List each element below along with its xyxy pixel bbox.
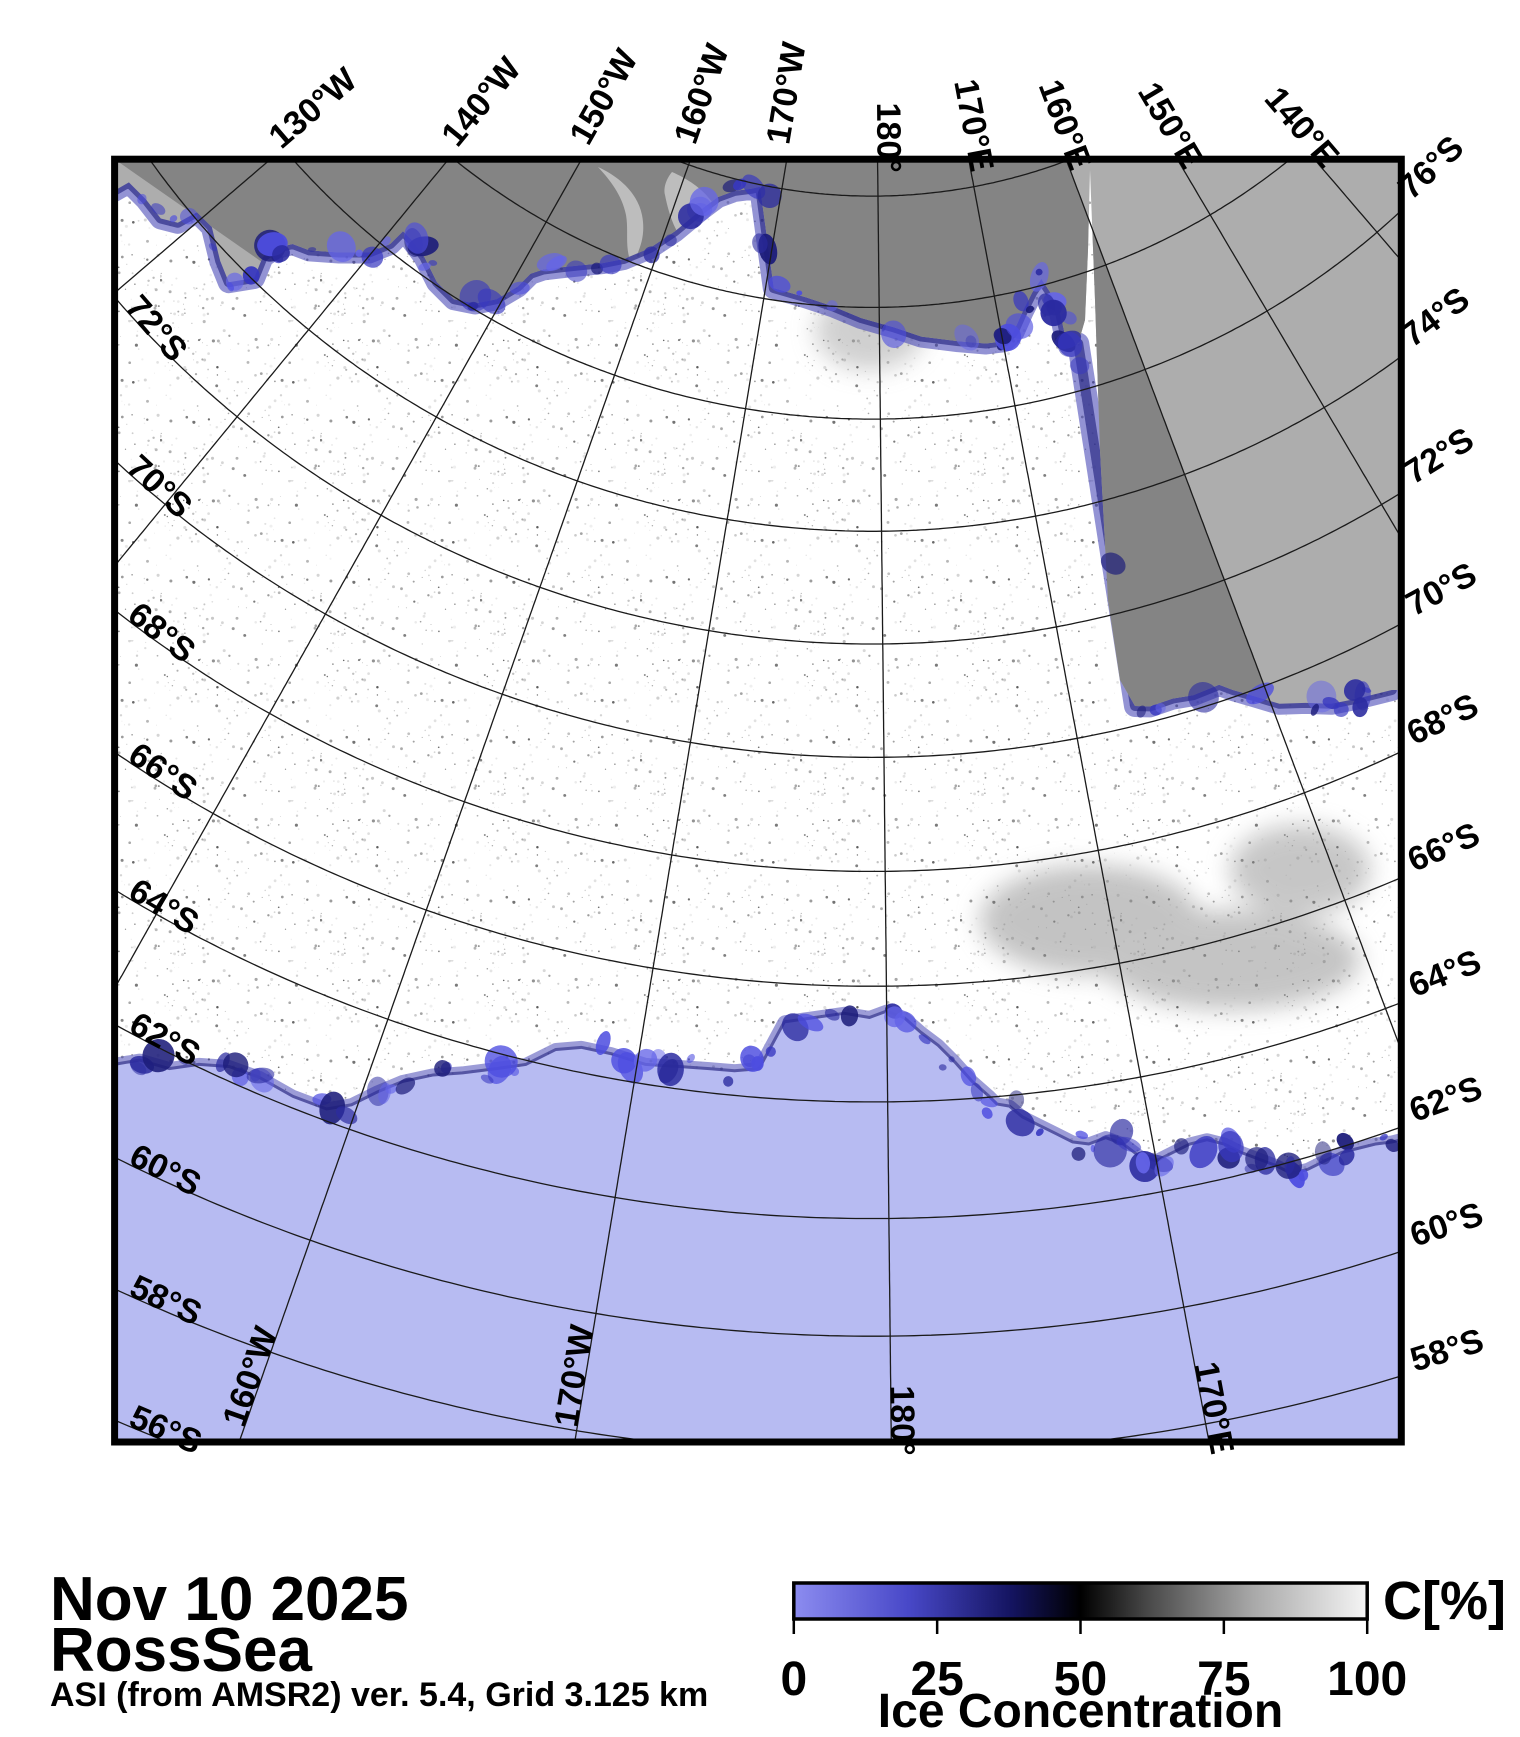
svg-text:140°W: 140°W [434, 50, 529, 154]
svg-text:160°W: 160°W [667, 38, 737, 148]
svg-text:Ice Concentration: Ice Concentration [878, 1685, 1283, 1737]
svg-text:170°W: 170°W [759, 39, 813, 147]
svg-text:150°W: 150°W [562, 42, 646, 151]
svg-text:100: 100 [1327, 1653, 1407, 1706]
svg-text:62°S: 62°S [1405, 1069, 1488, 1130]
svg-text:72°S: 72°S [1398, 420, 1481, 491]
svg-text:60°S: 60°S [1406, 1195, 1488, 1254]
svg-text:64°S: 64°S [1404, 943, 1487, 1005]
svg-text:130°W: 130°W [262, 60, 365, 156]
svg-text:74°S: 74°S [1395, 280, 1477, 355]
svg-text:0: 0 [780, 1653, 807, 1706]
svg-text:C[%]: C[%] [1383, 1571, 1506, 1631]
svg-text:70°S: 70°S [1400, 555, 1483, 624]
svg-text:RossSea: RossSea [50, 1616, 312, 1685]
svg-text:180°: 180° [883, 1385, 922, 1456]
svg-text:66°S: 66°S [1402, 815, 1485, 879]
svg-text:ASI (from AMSR2) ver. 5.4, Gr: ASI (from AMSR2) ver. 5.4, Grid 3.125 km [50, 1676, 708, 1714]
svg-text:58°S: 58°S [1406, 1321, 1488, 1379]
svg-text:180°: 180° [869, 102, 908, 173]
svg-text:68°S: 68°S [1401, 686, 1484, 752]
